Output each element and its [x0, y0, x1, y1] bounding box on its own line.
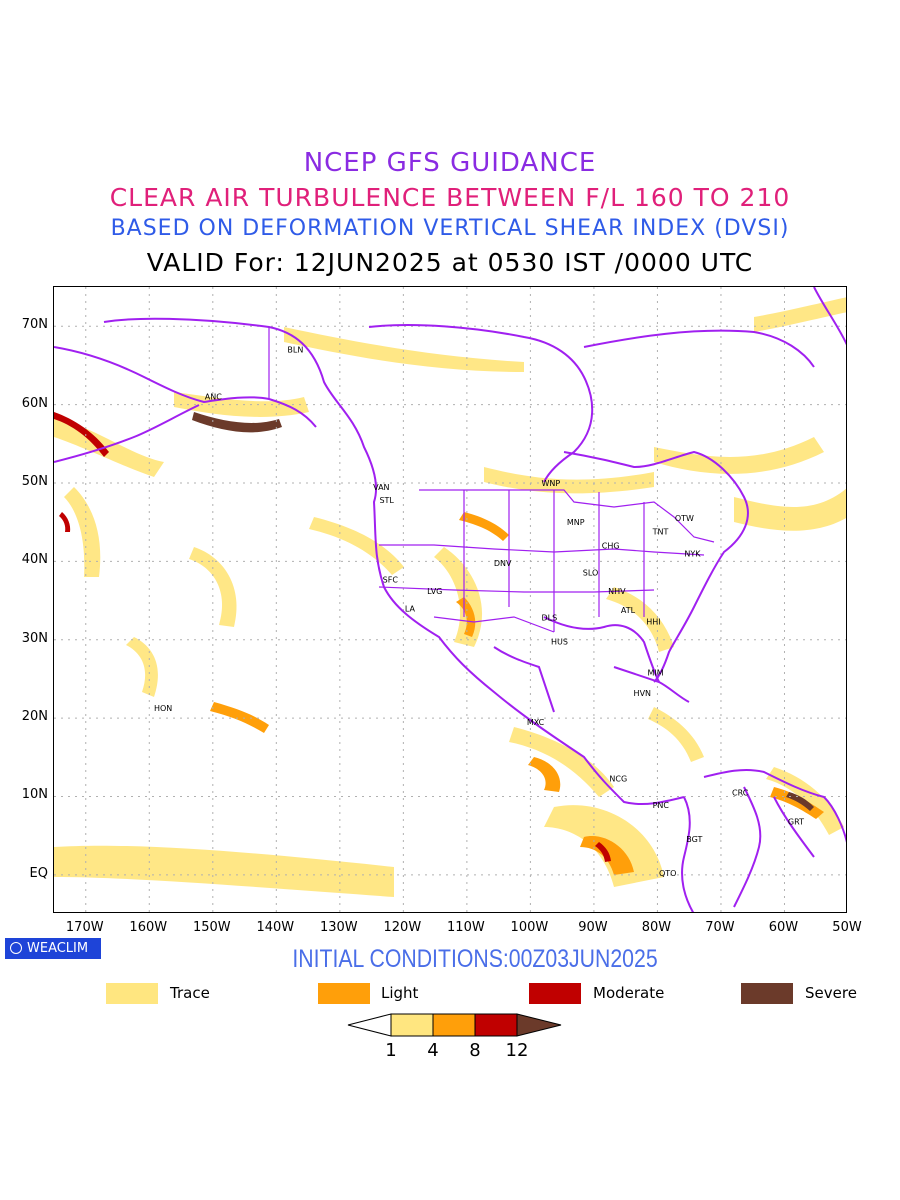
- weaclim-logo: WEACLIM: [5, 938, 101, 959]
- city-label-bgt: BGT: [686, 835, 702, 844]
- city-label-nyk: NYK: [684, 549, 701, 558]
- city-label-dnv: DNV: [494, 559, 512, 568]
- legend-swatch-moderate: [529, 983, 581, 1004]
- city-label-grt: GRT: [788, 818, 804, 827]
- colorbar-segment-light: [432, 1013, 476, 1037]
- colorbar-segment-moderate: [474, 1013, 518, 1037]
- lon-label: 140W: [256, 920, 295, 935]
- legend-swatch-light: [318, 983, 370, 1004]
- legend-swatch-trace: [106, 983, 158, 1004]
- lon-label: 90W: [578, 920, 608, 935]
- city-label-hvn: HVN: [634, 689, 651, 698]
- city-label-bln: BLN: [287, 346, 303, 355]
- colorbar-tick-12: 12: [505, 1040, 529, 1061]
- colorbar-segment-trace: [390, 1013, 434, 1037]
- city-label-dls: DLS: [541, 614, 557, 623]
- lon-label: 50W: [832, 920, 862, 935]
- city-label-atl: ATL: [621, 606, 636, 615]
- lat-label: 70N: [21, 317, 48, 333]
- colorbar-tick-8: 8: [469, 1040, 481, 1061]
- lon-label: 60W: [768, 920, 799, 935]
- city-label-wnp: WNP: [541, 479, 560, 488]
- turbulence-moderate-severe-areas: [54, 412, 814, 862]
- lon-label: 100W: [510, 920, 549, 935]
- lat-label: 50N: [21, 473, 48, 489]
- city-label-la: LA: [405, 604, 416, 613]
- legend-label-moderate: Moderate: [593, 984, 665, 1002]
- city-label-otw: OTW: [675, 514, 694, 523]
- city-label-nhv: NHV: [608, 587, 626, 596]
- legend-swatch-severe: [741, 983, 793, 1004]
- lat-lon-grid: [54, 287, 846, 912]
- lon-label: 80W: [641, 920, 672, 935]
- lon-label: 160W: [129, 920, 168, 935]
- city-label-van: VAN: [373, 483, 389, 492]
- legend-label-trace: Trace: [170, 984, 210, 1002]
- lat-label: 60N: [21, 395, 48, 411]
- lat-label: EQ: [29, 865, 48, 881]
- lon-label: 150W: [192, 920, 231, 935]
- logo-circle-icon: [10, 942, 22, 954]
- map-canvas: BLN ANC VAN STL WNP MNP OTW TNT CHG NYK DNV SFC LVG S…: [54, 287, 846, 912]
- city-label-crc: CRC: [732, 789, 749, 798]
- legend-label-light: Light: [381, 984, 419, 1002]
- lon-label: 70W: [705, 920, 735, 935]
- colorbar-lower-arrow: [347, 1013, 392, 1037]
- city-label-sfc: SFC: [383, 575, 399, 584]
- city-label-hhi: HHI: [646, 618, 660, 627]
- turbulence-map: BLN ANC VAN STL WNP MNP OTW TNT CHG NYK DNV SFC LVG S…: [53, 286, 847, 913]
- lon-label: 120W: [383, 920, 422, 935]
- title-model: NCEP GFS GUIDANCE: [303, 148, 597, 178]
- city-label-chg: CHG: [602, 542, 620, 551]
- colorbar-upper-arrow: [516, 1013, 562, 1037]
- city-label-mxc: MXC: [527, 718, 545, 727]
- lat-label: 10N: [21, 787, 48, 803]
- city-label-slo: SLO: [583, 568, 599, 577]
- colorbar: [347, 1013, 562, 1037]
- legend-label-severe: Severe: [805, 984, 857, 1002]
- title-valid-time: VALID For: 12JUN2025 at 0530 IST /0000 U…: [146, 248, 754, 277]
- turbulence-light-areas: [210, 512, 824, 875]
- city-label-hus: HUS: [551, 637, 568, 646]
- title-product: CLEAR AIR TURBULENCE BETWEEN F/L 160 TO …: [109, 183, 791, 212]
- city-label-tnt: TNT: [652, 528, 669, 537]
- city-label-anc: ANC: [205, 393, 222, 402]
- city-label-stl: STL: [379, 496, 394, 505]
- city-label-qto: QTO: [659, 869, 676, 878]
- turbulence-trace-areas: [54, 297, 846, 897]
- colorbar-tick-4: 4: [427, 1040, 439, 1061]
- city-label-mim: MIM: [648, 669, 664, 678]
- lat-label: 20N: [21, 709, 48, 725]
- city-markers: BLN ANC VAN STL WNP MNP OTW TNT CHG NYK DNV SFC LVG S…: [154, 346, 804, 879]
- lon-label: 130W: [319, 920, 358, 935]
- lon-label: 170W: [65, 920, 104, 935]
- lat-label: 40N: [21, 552, 48, 568]
- city-label-mnp: MNP: [567, 518, 585, 527]
- colorbar-tick-1: 1: [385, 1040, 397, 1061]
- coastlines: [54, 287, 846, 912]
- political-boundaries: [268, 327, 715, 633]
- logo-text: WEACLIM: [27, 941, 89, 956]
- lat-label: 30N: [21, 630, 48, 646]
- city-label-lvg: LVG: [427, 587, 442, 596]
- city-label-hon: HON: [154, 704, 172, 713]
- title-method: BASED ON DEFORMATION VERTICAL SHEAR INDE…: [110, 216, 790, 241]
- city-label-ncg: NCG: [609, 774, 627, 783]
- initial-conditions-label: INITIAL CONDITIONS:00Z03JUN2025: [292, 945, 658, 973]
- lon-label: 110W: [447, 920, 485, 935]
- city-label-pnc: PNC: [653, 801, 670, 810]
